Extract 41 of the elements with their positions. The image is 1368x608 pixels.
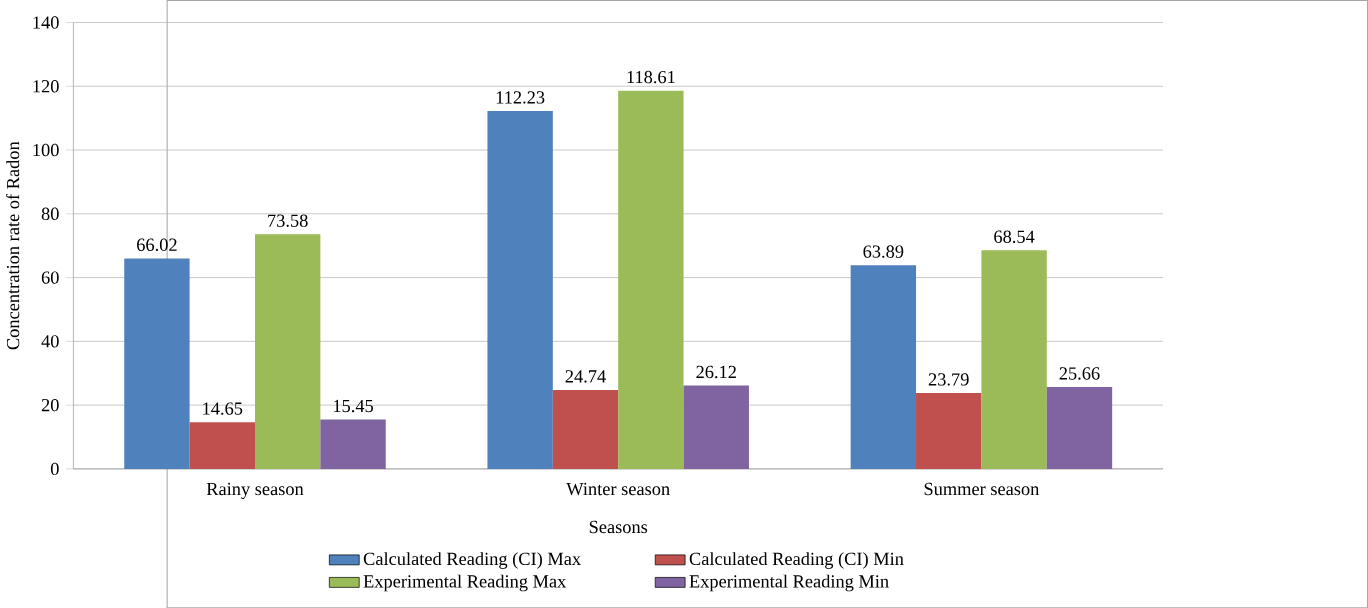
bar (255, 234, 321, 469)
legend-label: Experimental Reading Min (689, 574, 889, 592)
y-tick-label: 100 (33, 143, 59, 157)
x-tick-label: Summer season (924, 482, 1040, 496)
y-tick-label: 60 (41, 271, 59, 284)
bar (850, 265, 917, 469)
bar (683, 385, 749, 469)
data-label: 118.61 (627, 70, 675, 84)
x-tick-label: Rainy season (206, 482, 304, 499)
y-axis-title: Concentration rate of Radon (6, 141, 20, 350)
y-tick-label: 0 (50, 462, 59, 475)
x-axis-title: Seasons (589, 520, 648, 534)
bar (981, 250, 1047, 469)
bar (552, 389, 619, 469)
legend-label: Calculated Reading (CI) Max (363, 552, 581, 569)
y-tick-label: 120 (33, 79, 59, 93)
data-label: 68.54 (994, 230, 1035, 243)
legend-label: Calculated Reading (CI) Min (689, 552, 904, 569)
y-tick-label: 80 (41, 207, 59, 220)
data-label: 25.66 (1059, 367, 1100, 380)
bar (1046, 386, 1113, 469)
data-label: 26.12 (696, 365, 736, 379)
bar (320, 419, 386, 469)
bar (189, 422, 255, 469)
bar (916, 392, 982, 469)
data-label: 14.65 (203, 402, 243, 415)
legend-label: Experimental Reading Max (363, 574, 567, 592)
data-label: 112.23 (496, 91, 545, 104)
data-label: 63.89 (863, 245, 904, 258)
data-label: 23.79 (928, 373, 969, 386)
data-label: 66.02 (137, 238, 177, 251)
y-tick-label: 140 (33, 16, 59, 29)
data-label: 24.74 (565, 370, 606, 383)
x-tick-label: Winter season (566, 482, 670, 496)
y-tick-label: 20 (41, 398, 59, 412)
bar (487, 110, 553, 469)
data-label: 73.58 (268, 214, 308, 227)
data-label: 15.45 (334, 399, 374, 413)
bar (124, 258, 190, 469)
bar (618, 90, 684, 469)
y-tick-label: 40 (41, 335, 59, 348)
